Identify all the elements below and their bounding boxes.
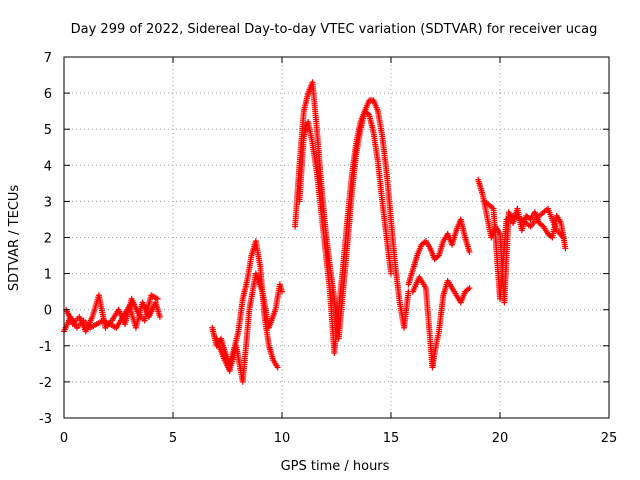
series-ucag-h bbox=[409, 274, 473, 371]
series-ucag-d bbox=[213, 270, 285, 385]
x-tick-label: 10 bbox=[274, 431, 291, 446]
data-point bbox=[156, 313, 163, 320]
y-tick-label: -3 bbox=[39, 412, 52, 427]
y-tick-label: 0 bbox=[44, 304, 52, 319]
y-tick-label: 6 bbox=[44, 87, 52, 102]
data-point bbox=[466, 248, 473, 255]
x-tick-label: 0 bbox=[60, 431, 68, 446]
data-point bbox=[279, 288, 285, 295]
y-tick-label: 7 bbox=[44, 51, 52, 66]
x-tick-label: 25 bbox=[601, 431, 618, 446]
data-point bbox=[388, 270, 394, 277]
axis-layer: 0 5 10 15 20 25 -3 -2 -1 0 1 2 3 4 5 6 7 bbox=[39, 51, 617, 446]
y-tick-label: -1 bbox=[39, 340, 52, 355]
x-axis-label: GPS time / hours bbox=[281, 459, 390, 474]
data-layer bbox=[61, 79, 569, 385]
y-axis-label: SDTVAR / TECUs bbox=[7, 185, 22, 292]
series-ucag-j bbox=[481, 198, 567, 302]
y-tick-label: 4 bbox=[44, 159, 52, 174]
series-ucag-e bbox=[292, 79, 412, 342]
grid-layer bbox=[64, 57, 609, 418]
series-ucag-f bbox=[296, 108, 394, 357]
x-tick-label: 15 bbox=[383, 431, 400, 446]
y-tick-label: -2 bbox=[39, 376, 52, 391]
y-tick-label: 2 bbox=[44, 232, 52, 247]
y-tick-label: 3 bbox=[44, 195, 52, 210]
x-tick-label: 5 bbox=[169, 431, 177, 446]
y-tick-label: 1 bbox=[44, 268, 52, 283]
chart-title: Day 299 of 2022, Sidereal Day-to-day VTE… bbox=[71, 22, 598, 37]
data-point bbox=[274, 364, 281, 371]
y-tick-label: 5 bbox=[44, 123, 52, 138]
series-ucag-i bbox=[475, 176, 569, 306]
series-ucag-g bbox=[405, 216, 473, 288]
data-point bbox=[562, 245, 569, 252]
series-ucag-b bbox=[63, 292, 161, 335]
data-point bbox=[466, 285, 473, 292]
data-point bbox=[154, 295, 161, 302]
x-tick-label: 20 bbox=[492, 431, 509, 446]
data-point bbox=[560, 234, 567, 241]
